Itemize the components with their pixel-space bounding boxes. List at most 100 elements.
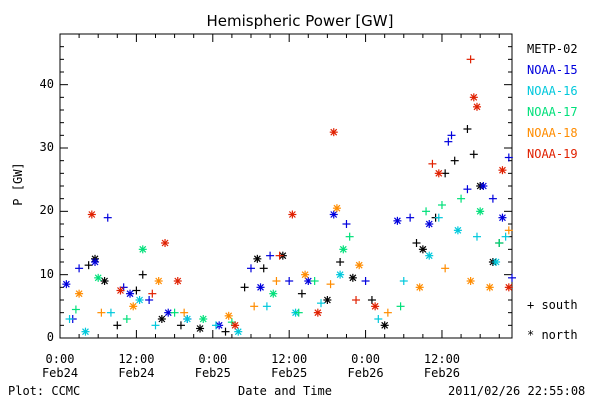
data-point-metp-02 <box>412 239 421 247</box>
plot-credit: Plot: CCMC <box>8 384 81 398</box>
data-point-metp-02 <box>463 125 472 133</box>
data-point-metp-02 <box>138 270 147 279</box>
data-point-noaa-15 <box>463 185 472 194</box>
data-point-metp-02 <box>380 321 389 330</box>
data-point-noaa-15 <box>444 137 453 146</box>
data-point-metp-02 <box>157 315 166 323</box>
x-tick-label: 0:00 <box>198 352 228 366</box>
data-point-noaa-15 <box>329 210 338 219</box>
x-tick-date: Feb24 <box>41 366 79 380</box>
data-point-noaa-17 <box>476 207 485 216</box>
data-point-noaa-16 <box>501 232 510 241</box>
data-point-noaa-17 <box>345 232 354 241</box>
data-point-metp-02 <box>297 289 306 298</box>
data-point-noaa-16 <box>151 321 160 330</box>
data-point-noaa-16 <box>211 321 220 330</box>
x-tick-label: 12:00 <box>271 352 308 366</box>
data-point-noaa-17 <box>294 308 303 317</box>
data-point-noaa-17 <box>138 245 147 254</box>
data-point-noaa-15 <box>406 213 415 222</box>
data-point-noaa-19 <box>504 283 513 292</box>
data-point-metp-02 <box>221 327 230 336</box>
x-tick-label: 12:00 <box>118 352 155 366</box>
data-point-noaa-18 <box>154 277 163 285</box>
data-point-noaa-16 <box>472 232 481 241</box>
data-point-noaa-17 <box>339 245 348 254</box>
x-tick-label: 0:00 <box>45 352 75 366</box>
data-point-noaa-15 <box>62 280 71 289</box>
data-point-metp-02 <box>84 261 93 270</box>
legend-item-metp-02: METP-02 <box>527 42 578 56</box>
data-points <box>62 55 516 336</box>
data-point-noaa-19 <box>148 289 157 298</box>
x-tick-date: Feb25 <box>194 366 231 380</box>
data-point-noaa-19 <box>498 166 507 175</box>
data-point-noaa-19 <box>313 308 322 317</box>
timestamp: 2011/02/26 22:55:08 <box>448 384 586 398</box>
data-point-noaa-18 <box>415 283 424 292</box>
x-tick-label: 0:00 <box>351 352 381 366</box>
data-point-noaa-15 <box>91 258 100 266</box>
data-point-noaa-18 <box>326 280 335 289</box>
data-point-metp-02 <box>113 321 122 330</box>
data-point-noaa-16 <box>434 213 443 222</box>
data-point-noaa-18 <box>485 283 494 292</box>
data-point-metp-02 <box>469 150 478 159</box>
data-point-noaa-17 <box>457 194 466 203</box>
data-point-noaa-17 <box>269 289 278 298</box>
data-point-noaa-18 <box>301 270 310 279</box>
marker-legend-north: * north <box>527 328 578 342</box>
data-point-noaa-18 <box>332 204 341 213</box>
data-point-noaa-19 <box>173 277 182 285</box>
data-point-noaa-16 <box>81 327 90 336</box>
data-point-noaa-15 <box>75 264 84 273</box>
data-point-metp-02 <box>253 254 262 263</box>
data-point-noaa-15 <box>256 283 265 292</box>
data-point-noaa-18 <box>180 308 189 317</box>
x-tick-date: Feb25 <box>271 366 308 380</box>
data-point-noaa-16 <box>234 327 243 336</box>
data-point-noaa-16 <box>262 302 271 311</box>
data-point-noaa-18 <box>75 289 84 298</box>
data-point-noaa-17 <box>310 277 319 285</box>
data-point-noaa-17 <box>396 302 405 311</box>
data-point-noaa-15 <box>498 213 507 222</box>
data-point-noaa-19 <box>428 159 437 168</box>
data-point-noaa-19 <box>469 93 478 102</box>
data-point-noaa-15 <box>479 182 488 190</box>
data-point-noaa-16 <box>453 226 462 235</box>
data-point-noaa-18 <box>224 311 233 320</box>
data-point-noaa-15 <box>508 273 516 282</box>
data-point-noaa-16 <box>65 315 74 323</box>
data-point-metp-02 <box>100 277 109 285</box>
data-point-noaa-15 <box>266 251 275 260</box>
data-point-noaa-15 <box>425 220 434 228</box>
data-point-metp-02 <box>132 286 141 295</box>
data-point-noaa-16 <box>183 315 192 323</box>
data-point-noaa-17 <box>94 273 103 282</box>
data-point-metp-02 <box>348 273 357 282</box>
data-point-noaa-16 <box>492 258 501 266</box>
data-point-noaa-16 <box>425 251 434 260</box>
data-point-noaa-17 <box>71 305 80 314</box>
x-tick-label: 12:00 <box>423 352 461 366</box>
data-point-noaa-16 <box>399 277 408 285</box>
axis-ticks <box>59 33 512 339</box>
data-point-noaa-19 <box>466 55 475 64</box>
plot-frame <box>59 33 513 339</box>
y-tick-label: 10 <box>39 266 54 281</box>
data-point-metp-02 <box>336 258 345 266</box>
y-tick-label: 0 <box>46 330 54 344</box>
data-point-noaa-18 <box>272 277 281 285</box>
data-point-noaa-16 <box>135 296 144 304</box>
data-point-noaa-19 <box>87 210 96 219</box>
data-point-noaa-16 <box>374 315 383 323</box>
data-point-noaa-15 <box>285 277 294 285</box>
y-tick-label: 30 <box>39 140 54 154</box>
legend-item-noaa-17: NOAA-17 <box>527 105 578 119</box>
data-point-noaa-19 <box>275 251 284 260</box>
data-point-metp-02 <box>196 324 205 333</box>
data-point-noaa-19 <box>434 169 443 178</box>
data-point-noaa-19 <box>329 128 338 137</box>
